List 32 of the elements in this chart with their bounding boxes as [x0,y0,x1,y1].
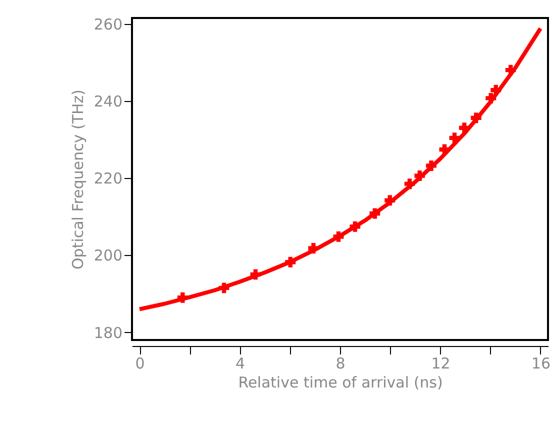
y-tick-label: 240 [94,92,122,110]
y-tick-label: 200 [94,246,122,265]
point [449,132,460,144]
x-tick-label: 16 [531,354,551,372]
y-tick-label: 260 [94,15,122,34]
y-tick-label: 180 [94,324,122,342]
point [490,84,502,96]
x-tick-label: 0 [135,354,145,372]
x-axis-title: Relative time of arrival (ns) [238,374,443,392]
point [384,195,396,206]
point [470,112,482,124]
y-tick-label: 220 [94,170,122,188]
point [285,256,296,268]
point [439,144,450,155]
x-tick-label: 4 [235,354,246,372]
point [350,221,360,232]
point [333,231,344,242]
x-tick-label: 12 [431,354,450,372]
x-tick-label: 8 [336,354,346,372]
point [459,122,470,134]
point [404,178,415,190]
point [308,242,319,254]
point [426,160,436,171]
point [486,92,496,104]
point [177,292,188,303]
point [370,208,380,219]
point [218,282,230,294]
point [414,170,425,181]
line-series [138,26,542,312]
point [505,64,516,76]
y-axis-title: Optical Frequency (THz) [68,89,87,270]
point [250,269,261,280]
